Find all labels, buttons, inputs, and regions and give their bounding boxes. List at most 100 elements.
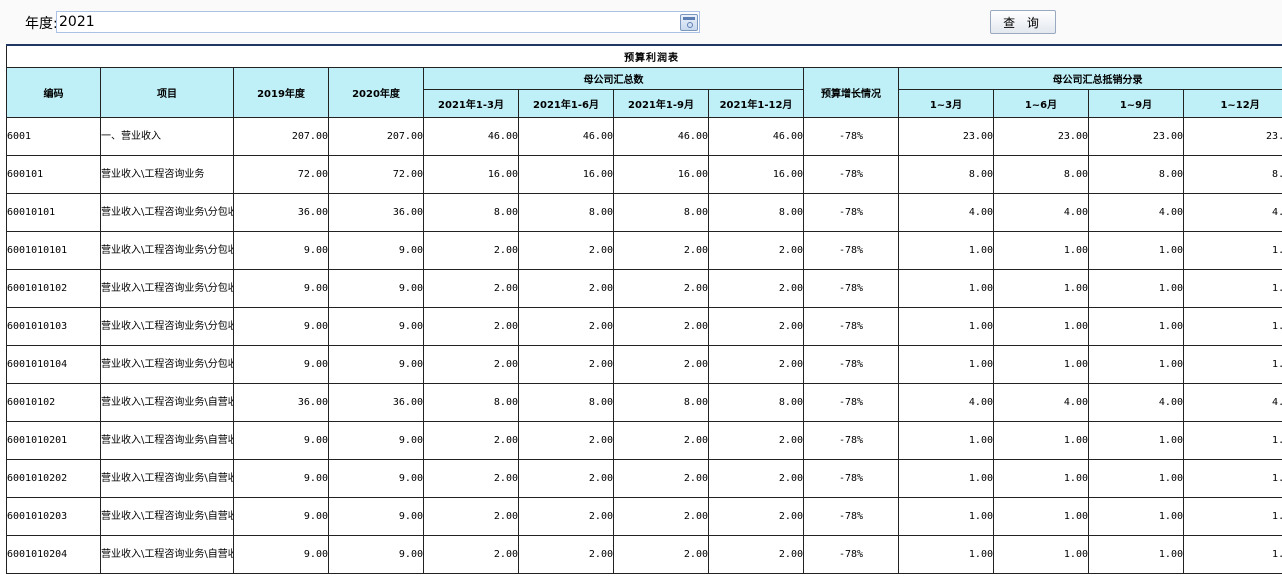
cell-elim-value[interactable]: 1.00 (1088, 421, 1184, 460)
cell-elim-value[interactable]: 1.00 (1088, 535, 1184, 574)
cell-elim-value[interactable]: 23.00 (1182, 117, 1282, 156)
cell-parent-value[interactable]: 2.00 (423, 535, 519, 574)
year-input[interactable]: 2021 (56, 11, 700, 33)
cell-elim-value[interactable]: 8.00 (898, 155, 994, 194)
cell-parent-value[interactable]: 2.00 (613, 459, 709, 498)
cell-elim-value[interactable]: 8.00 (1182, 155, 1282, 194)
calendar-icon[interactable] (680, 14, 698, 31)
cell-parent-value[interactable]: 2.00 (708, 459, 804, 498)
cell-elim-value[interactable]: 1.00 (1182, 269, 1282, 308)
cell-elim-value[interactable]: 8.00 (1088, 155, 1184, 194)
cell-parent-value[interactable]: 2.00 (423, 345, 519, 384)
cell-parent-value[interactable]: 46.00 (708, 117, 804, 156)
cell-2019[interactable]: 9.00 (233, 459, 329, 498)
cell-elim-value[interactable]: 4.00 (898, 193, 994, 232)
cell-parent-value[interactable]: 16.00 (518, 155, 614, 194)
cell-elim-value[interactable]: 1.00 (1182, 497, 1282, 536)
cell-parent-value[interactable]: 8.00 (518, 383, 614, 422)
cell-growth[interactable]: -78% (803, 155, 899, 194)
cell-elim-value[interactable]: 4.00 (993, 193, 1089, 232)
cell-parent-value[interactable]: 2.00 (613, 421, 709, 460)
cell-elim-value[interactable]: 1.00 (993, 535, 1089, 574)
cell-growth[interactable]: -78% (803, 345, 899, 384)
cell-item[interactable]: 一、营业收入 (100, 117, 234, 156)
cell-growth[interactable]: -78% (803, 269, 899, 308)
cell-code[interactable]: 6001010104 (6, 345, 101, 384)
cell-item[interactable]: 营业收入\工程咨询业务\分包收入\对分公司分包 (100, 269, 234, 308)
cell-code[interactable]: 6001010202 (6, 459, 101, 498)
cell-parent-value[interactable]: 2.00 (708, 231, 804, 270)
cell-2019[interactable]: 36.00 (233, 193, 329, 232)
cell-parent-value[interactable]: 2.00 (518, 421, 614, 460)
cell-parent-value[interactable]: 2.00 (613, 307, 709, 346)
cell-code[interactable]: 6001010204 (6, 535, 101, 574)
cell-elim-value[interactable]: 8.00 (993, 155, 1089, 194)
cell-item[interactable]: 营业收入\工程咨询业务\自营收入\生产自营收入 (100, 421, 234, 460)
cell-parent-value[interactable]: 2.00 (518, 231, 614, 270)
cell-item[interactable]: 营业收入\工程咨询业务\分包收入\对外分包 (100, 231, 234, 270)
cell-parent-value[interactable]: 16.00 (708, 155, 804, 194)
cell-parent-value[interactable]: 2.00 (518, 307, 614, 346)
cell-elim-value[interactable]: 1.00 (993, 307, 1089, 346)
cell-growth[interactable]: -78% (803, 193, 899, 232)
cell-elim-value[interactable]: 1.00 (993, 421, 1089, 460)
cell-elim-value[interactable]: 1.00 (898, 535, 994, 574)
cell-elim-value[interactable]: 1.00 (1088, 269, 1184, 308)
cell-parent-value[interactable]: 2.00 (423, 421, 519, 460)
cell-parent-value[interactable]: 8.00 (518, 193, 614, 232)
cell-elim-value[interactable]: 1.00 (898, 269, 994, 308)
cell-code[interactable]: 60010102 (6, 383, 101, 422)
cell-2019[interactable]: 9.00 (233, 269, 329, 308)
cell-parent-value[interactable]: 8.00 (613, 383, 709, 422)
cell-2020[interactable]: 9.00 (328, 345, 424, 384)
cell-elim-value[interactable]: 1.00 (993, 345, 1089, 384)
cell-growth[interactable]: -78% (803, 307, 899, 346)
cell-parent-value[interactable]: 2.00 (518, 459, 614, 498)
cell-elim-value[interactable]: 1.00 (898, 497, 994, 536)
cell-2019[interactable]: 207.00 (233, 117, 329, 156)
cell-elim-value[interactable]: 23.00 (898, 117, 994, 156)
cell-2020[interactable]: 9.00 (328, 535, 424, 574)
cell-elim-value[interactable]: 1.00 (1088, 459, 1184, 498)
cell-growth[interactable]: -78% (803, 117, 899, 156)
cell-elim-value[interactable]: 1.00 (1182, 345, 1282, 384)
cell-parent-value[interactable]: 2.00 (518, 497, 614, 536)
cell-parent-value[interactable]: 8.00 (423, 193, 519, 232)
cell-elim-value[interactable]: 1.00 (898, 307, 994, 346)
cell-growth[interactable]: -78% (803, 497, 899, 536)
cell-growth[interactable]: -78% (803, 383, 899, 422)
cell-parent-value[interactable]: 2.00 (708, 497, 804, 536)
cell-parent-value[interactable]: 2.00 (423, 459, 519, 498)
cell-code[interactable]: 6001010103 (6, 307, 101, 346)
cell-elim-value[interactable]: 1.00 (1088, 231, 1184, 270)
cell-elim-value[interactable]: 1.00 (993, 497, 1089, 536)
cell-item[interactable]: 营业收入\工程咨询业务\分包收入\对子公司分包 (100, 307, 234, 346)
cell-growth[interactable]: -78% (803, 421, 899, 460)
cell-item[interactable]: 营业收入\工程咨询业务\自营收入\收取管理费 (100, 459, 234, 498)
cell-elim-value[interactable]: 1.00 (1088, 307, 1184, 346)
cell-code[interactable]: 6001010201 (6, 421, 101, 460)
cell-2019[interactable]: 9.00 (233, 345, 329, 384)
query-button[interactable]: 查 询 (990, 10, 1056, 34)
cell-elim-value[interactable]: 1.00 (1088, 497, 1184, 536)
cell-elim-value[interactable]: 1.00 (898, 459, 994, 498)
cell-elim-value[interactable]: 1.00 (1182, 459, 1282, 498)
cell-2019[interactable]: 9.00 (233, 535, 329, 574)
cell-item[interactable]: 营业收入\工程咨询业务\分包收入\对本部分包 (100, 345, 234, 384)
cell-item[interactable]: 营业收入\工程咨询业务 (100, 155, 234, 194)
cell-parent-value[interactable]: 2.00 (423, 307, 519, 346)
cell-2019[interactable]: 36.00 (233, 383, 329, 422)
cell-parent-value[interactable]: 2.00 (708, 307, 804, 346)
cell-parent-value[interactable]: 8.00 (708, 193, 804, 232)
cell-2020[interactable]: 9.00 (328, 269, 424, 308)
cell-parent-value[interactable]: 8.00 (708, 383, 804, 422)
cell-parent-value[interactable]: 46.00 (613, 117, 709, 156)
cell-elim-value[interactable]: 1.00 (1182, 421, 1282, 460)
cell-elim-value[interactable]: 23.00 (993, 117, 1089, 156)
cell-2020[interactable]: 9.00 (328, 459, 424, 498)
cell-elim-value[interactable]: 4.00 (1088, 193, 1184, 232)
cell-parent-value[interactable]: 2.00 (423, 269, 519, 308)
cell-2020[interactable]: 9.00 (328, 307, 424, 346)
cell-elim-value[interactable]: 4.00 (1088, 383, 1184, 422)
cell-code[interactable]: 600101 (6, 155, 101, 194)
